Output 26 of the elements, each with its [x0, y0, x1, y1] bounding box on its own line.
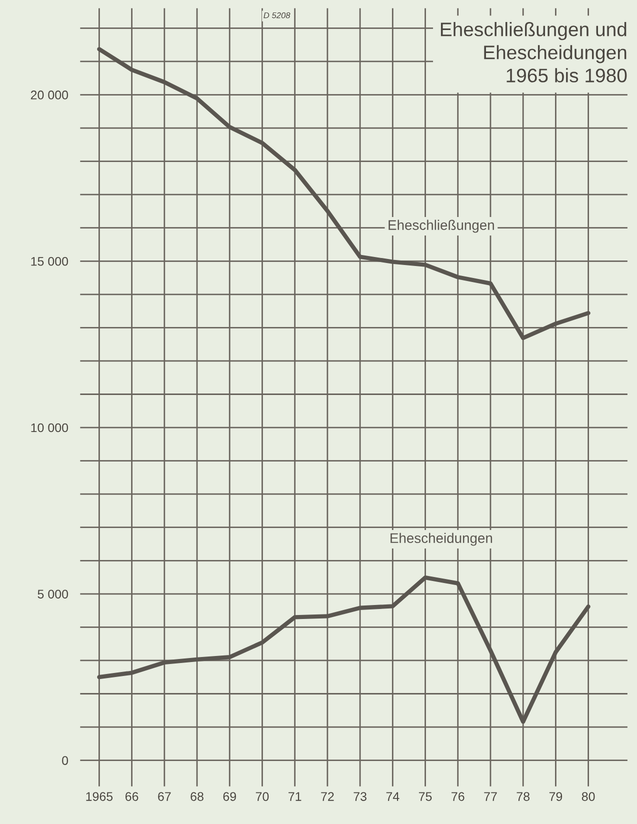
x-tick-label: 80 — [582, 792, 595, 801]
x-tick-label: 67 — [158, 792, 171, 801]
x-tick-label: 79 — [549, 792, 562, 801]
y-tick-label: 5 000 — [38, 590, 68, 599]
text: Eheschließungen und Ehescheidungen 1965 bis 1980 — [440, 22, 627, 82]
x-tick-label: 1965 — [86, 792, 113, 801]
y-tick-label: 20 000 — [30, 90, 68, 100]
x-tick-label: 70 — [256, 792, 269, 801]
text: Ehescheidungen — [390, 532, 492, 546]
x-tick-label: 76 — [452, 792, 464, 801]
x-tick-label: 68 — [190, 792, 204, 801]
x-tick-label: 72 — [321, 792, 334, 801]
x-tick-label: 73 — [354, 792, 366, 801]
y-tick-label: 15 000 — [31, 256, 68, 266]
text: Eheschließungen — [388, 220, 494, 233]
line-series — [97, 576, 590, 724]
x-tick-label: 77 — [484, 792, 497, 801]
x-tick-label: 75 — [418, 792, 432, 801]
y-tick-label: 10 000 — [31, 423, 68, 432]
annotation: D 5208 — [264, 12, 290, 18]
x-tick-label: 78 — [516, 792, 530, 801]
y-tick-label: 0 — [62, 756, 68, 765]
x-tick-label: 66 — [125, 792, 138, 801]
x-tick-label: 71 — [288, 792, 302, 801]
x-tick-label: 69 — [223, 792, 236, 801]
x-tick-label: 74 — [386, 792, 400, 801]
